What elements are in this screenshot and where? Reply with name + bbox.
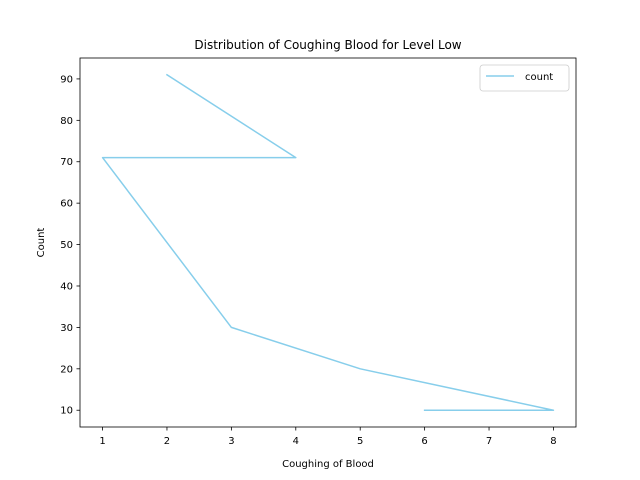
x-tick-label: 4 [293,436,299,447]
legend-box [479,64,570,92]
y-tick-label: 80 [60,116,73,127]
x-tick-label: 1 [99,436,105,447]
y-tick-label: 70 [60,157,73,168]
y-tick-label: 40 [60,281,73,292]
plot-frame [79,57,577,428]
y-tick-label: 30 [60,323,73,334]
y-tick-label: 50 [60,240,73,251]
axis-ticks: 1 2 3 4 5 6 7 8 10 20 30 40 50 60 70 80 90 [60,74,556,447]
x-tick-label: 8 [550,436,556,447]
y-axis-label: Count [36,228,47,258]
series-line-count [101,73,555,411]
series-layer [101,73,555,411]
y-tick-label: 90 [60,74,73,85]
x-tick-label: 3 [228,436,234,447]
x-tick-label: 6 [421,436,427,447]
x-tick-label: 7 [486,436,492,447]
legend: count [479,64,570,92]
x-tick-label: 2 [164,436,170,447]
legend-label-count: count [525,72,553,83]
x-tick-label: 5 [357,436,363,447]
plot-area [80,58,576,427]
y-tick-label: 60 [60,199,73,210]
y-tick-label: 10 [60,406,73,417]
x-axis-label: Coughing of Blood [282,459,374,470]
chart-title: Distribution of Coughing Blood for Level… [194,38,461,52]
y-tick-label: 20 [60,364,73,375]
